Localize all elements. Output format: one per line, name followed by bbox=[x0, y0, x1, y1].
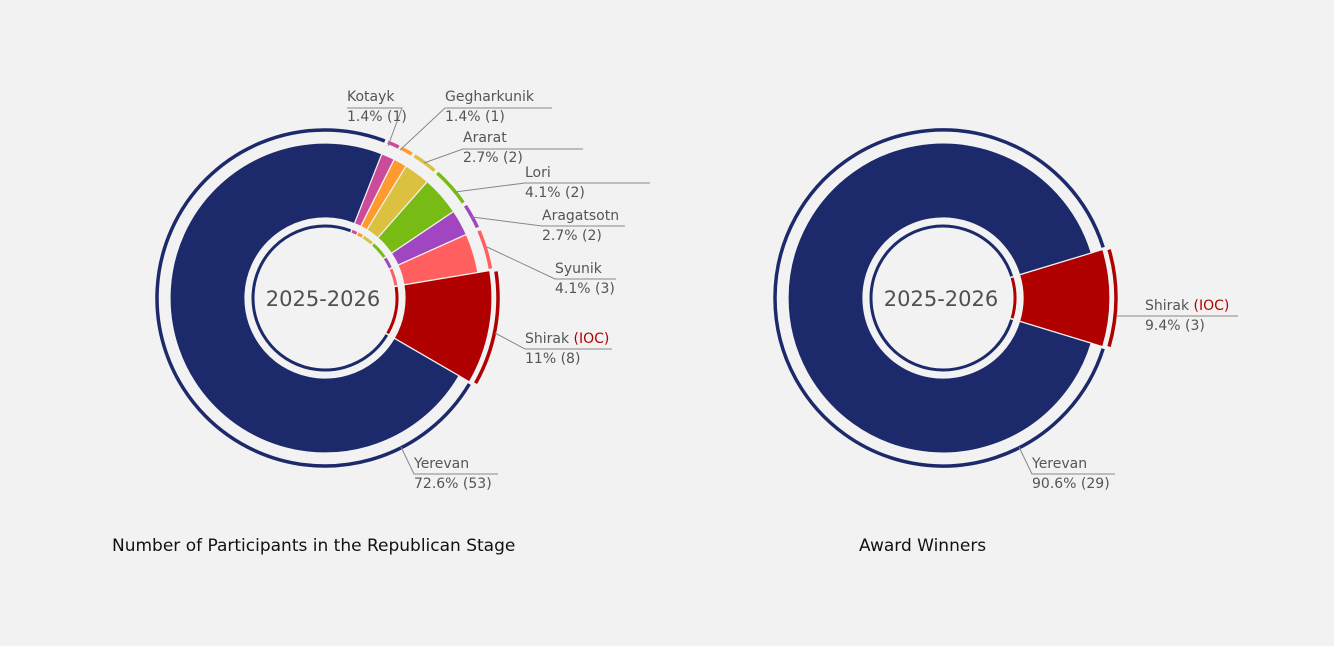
inner-ring-kotayk bbox=[351, 229, 358, 235]
label-value-syunik: 4.1% (3) bbox=[555, 281, 615, 297]
label-name-yerevan: Yerevan bbox=[413, 456, 469, 472]
label-count-yerevan: (53) bbox=[458, 476, 491, 492]
label-value-ararat: 2.7% (2) bbox=[463, 150, 523, 166]
inner-ring-shirak bbox=[1010, 277, 1017, 319]
label-region-aragatsotn: Aragatsotn bbox=[542, 208, 619, 224]
inner-ring-lori bbox=[372, 243, 386, 258]
label-name-kotayk: Kotayk bbox=[347, 89, 395, 105]
label-region-ararat: Ararat bbox=[463, 130, 507, 146]
label-region-yerevan: Yerevan bbox=[1031, 456, 1087, 472]
label-region-lori: Lori bbox=[525, 165, 551, 181]
center-year-label: 2025-2026 bbox=[266, 287, 380, 311]
outer-ring-kotayk bbox=[387, 140, 400, 149]
inner-ring-aragatsotn bbox=[383, 257, 392, 269]
center-year-label: 2025-2026 bbox=[884, 287, 998, 311]
label-percent-kotayk: 1.4% bbox=[347, 109, 383, 125]
inner-ring-yerevan bbox=[869, 224, 1014, 372]
label-percent-syunik: 4.1% bbox=[555, 281, 591, 297]
label-name-shirak: Shirak (IOC) bbox=[1145, 298, 1229, 314]
label-count-lori: (2) bbox=[561, 185, 585, 201]
label-count-gegharkunik: (1) bbox=[481, 109, 505, 125]
leader-line-ararat bbox=[423, 148, 583, 164]
leader-line-shirak bbox=[494, 332, 612, 350]
outer-ring-yerevan bbox=[773, 128, 1105, 468]
label-percent-shirak: 11% bbox=[525, 351, 556, 367]
label-value-yerevan: 90.6% (29) bbox=[1032, 476, 1110, 492]
participants-donut-chart: Kotayk 1.4% (1) Gegharkunik 1.4% (1) Ararat 2… bbox=[155, 89, 650, 492]
outer-ring-gegharkunik bbox=[400, 146, 413, 156]
label-region-syunik: Syunik bbox=[555, 261, 603, 277]
outer-ring-aragatsotn bbox=[463, 204, 480, 229]
label-percent-lori: 4.1% bbox=[525, 185, 561, 201]
label-percent-aragatsotn: 2.7% bbox=[542, 228, 578, 244]
label-region-kotayk: Kotayk bbox=[347, 89, 395, 105]
label-ioc-shirak: (IOC) bbox=[1189, 298, 1229, 314]
label-name-lori: Lori bbox=[525, 165, 551, 181]
label-name-yerevan: Yerevan bbox=[1031, 456, 1087, 472]
label-name-gegharkunik: Gegharkunik bbox=[445, 89, 535, 105]
label-count-kotayk: (1) bbox=[383, 109, 407, 125]
leader-line-lori bbox=[454, 182, 650, 193]
label-percent-yerevan: 90.6% bbox=[1032, 476, 1076, 492]
leader-line-syunik bbox=[486, 246, 616, 280]
outer-ring-yerevan bbox=[155, 128, 471, 468]
outer-ring-shirak bbox=[474, 271, 500, 385]
slice-shirak[interactable] bbox=[393, 269, 493, 383]
label-region-shirak: Shirak bbox=[525, 331, 570, 347]
inner-ring-ararat bbox=[362, 235, 373, 245]
label-percent-yerevan: 72.6% bbox=[414, 476, 458, 492]
outer-ring-syunik bbox=[477, 230, 493, 269]
label-percent-gegharkunik: 1.4% bbox=[445, 109, 481, 125]
leader-line-kotayk bbox=[347, 107, 403, 147]
label-count-syunik: (3) bbox=[591, 281, 615, 297]
label-name-syunik: Syunik bbox=[555, 261, 603, 277]
label-name-aragatsotn: Aragatsotn bbox=[542, 208, 619, 224]
label-region-gegharkunik: Gegharkunik bbox=[445, 89, 535, 105]
label-percent-ararat: 2.7% bbox=[463, 150, 499, 166]
label-value-aragatsotn: 2.7% (2) bbox=[542, 228, 602, 244]
outer-ring-shirak bbox=[1107, 249, 1118, 348]
label-region-shirak: Shirak bbox=[1145, 298, 1190, 314]
slice-shirak[interactable] bbox=[1018, 248, 1111, 348]
label-percent-shirak: 9.4% bbox=[1145, 318, 1181, 334]
label-region-yerevan: Yerevan bbox=[413, 456, 469, 472]
inner-ring-shirak bbox=[386, 286, 399, 335]
label-name-ararat: Ararat bbox=[463, 130, 507, 146]
label-count-shirak: (3) bbox=[1181, 318, 1205, 334]
label-value-gegharkunik: 1.4% (1) bbox=[445, 109, 505, 125]
label-value-shirak: 11% (8) bbox=[525, 351, 580, 367]
label-count-aragatsotn: (2) bbox=[578, 228, 602, 244]
label-value-lori: 4.1% (2) bbox=[525, 185, 585, 201]
label-value-shirak: 9.4% (3) bbox=[1145, 318, 1205, 334]
leader-line-yerevan bbox=[400, 446, 498, 475]
label-value-yerevan: 72.6% (53) bbox=[414, 476, 492, 492]
leader-line-aragatsotn bbox=[471, 216, 625, 227]
label-count-ararat: (2) bbox=[499, 150, 523, 166]
outer-ring-lori bbox=[436, 171, 465, 204]
label-count-shirak: (8) bbox=[556, 351, 580, 367]
award-winners-chart-title: Award Winners bbox=[859, 536, 987, 556]
label-value-kotayk: 1.4% (1) bbox=[347, 109, 407, 125]
slice-yerevan[interactable] bbox=[787, 142, 1093, 454]
award-winners-donut-chart: Shirak (IOC) 9.4% (3) Yerevan 90.6% (29) 202… bbox=[773, 128, 1238, 492]
leader-line-yerevan bbox=[1018, 446, 1115, 475]
inner-ring-yerevan bbox=[251, 224, 389, 372]
inner-ring-gegharkunik bbox=[357, 232, 363, 238]
slice-yerevan[interactable] bbox=[169, 142, 460, 454]
label-name-shirak: Shirak (IOC) bbox=[525, 331, 609, 347]
participants-chart-title: Number of Participants in the Republican… bbox=[112, 536, 516, 556]
inner-ring-syunik bbox=[389, 268, 398, 286]
leader-line-gegharkunik bbox=[399, 107, 552, 151]
label-count-yerevan: (29) bbox=[1076, 476, 1109, 492]
label-ioc-shirak: (IOC) bbox=[569, 331, 609, 347]
